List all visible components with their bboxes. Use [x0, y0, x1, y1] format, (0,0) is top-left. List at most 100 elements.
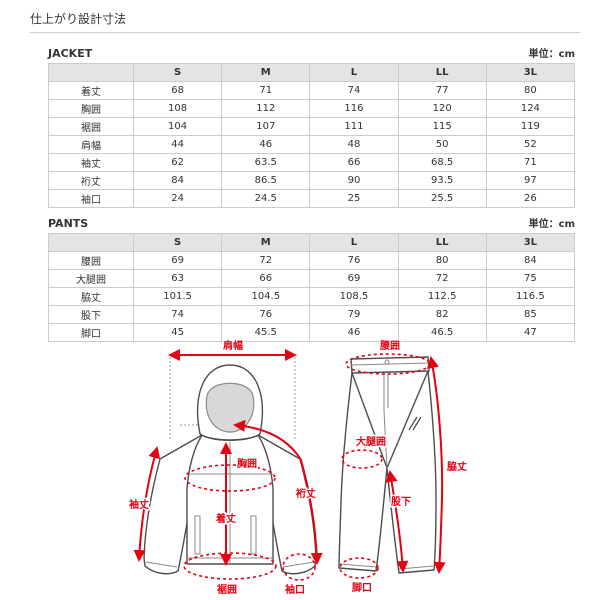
- pants-size-table: S M L LL 3L 腰囲 69 72 76 80 84 大腿囲: [48, 233, 576, 342]
- table-cell: 72: [397, 269, 487, 288]
- brand-logo: [408, 416, 422, 431]
- table-cell: 76: [221, 305, 311, 324]
- measurement-diagrams: 肩幅 胸囲 着丈 袖丈 裄丈 裾囲 袖口: [0, 338, 600, 600]
- table-row: 袖口 24 24.5 25 25.5 26: [48, 189, 576, 208]
- table-cell: 47: [485, 323, 576, 342]
- pants-right-leg: [386, 370, 437, 574]
- table-cell: 63.5: [221, 153, 311, 172]
- table-cell: 93.5: [397, 171, 487, 190]
- pants-col-l: L: [309, 233, 399, 252]
- row-label: 裾囲: [48, 117, 134, 136]
- table-cell: 124: [485, 99, 576, 118]
- table-cell: 85: [485, 305, 576, 324]
- table-row: 腰囲 69 72 76 80 84: [48, 251, 576, 270]
- leg-opening-label: 脚口: [352, 581, 372, 594]
- table-cell: 63: [132, 269, 223, 288]
- table-cell: 76: [309, 251, 399, 270]
- pants-col-s: S: [132, 233, 223, 252]
- row-label: 袖丈: [48, 153, 134, 172]
- table-cell: 119: [485, 117, 576, 136]
- left-pocket-zip: [194, 515, 201, 555]
- table-row: 股下 74 76 79 82 85: [48, 305, 576, 324]
- thigh-girth-label: 大腿囲: [356, 435, 386, 448]
- table-cell: 120: [397, 99, 487, 118]
- pants-col-m: M: [221, 233, 311, 252]
- table-cell: 74: [309, 81, 399, 100]
- sleeve-length-label: 袖丈: [128, 498, 149, 511]
- table-cell: 25: [309, 189, 399, 208]
- jacket-section-header: JACKET 単位：cm: [48, 45, 575, 60]
- jacket-col-ll: LL: [397, 63, 487, 82]
- table-cell: 72: [221, 251, 311, 270]
- table-row: 裄丈 84 86.5 90 93.5 97: [48, 171, 576, 190]
- table-cell: 107: [221, 117, 311, 136]
- body-length-label: 着丈: [215, 512, 236, 525]
- table-cell: 26: [485, 189, 576, 208]
- jacket-section-label: JACKET: [48, 47, 93, 60]
- table-cell: 80: [485, 81, 576, 100]
- table-row: 肩幅 44 46 48 50 52: [48, 135, 576, 154]
- jacket-unit-label: 単位：cm: [528, 49, 575, 60]
- pants-section: PANTS 単位：cm S M L LL 3L 腰囲 69 72: [48, 215, 576, 342]
- hem-girth-label: 裾囲: [217, 583, 237, 596]
- table-cell: 75: [485, 269, 576, 288]
- hem-girth-ellipse: [183, 552, 277, 580]
- table-row: 胸囲 108 112 116 120 124: [48, 99, 576, 118]
- table-cell: 116.5: [485, 287, 576, 306]
- hood-opening: [205, 382, 255, 433]
- table-cell: 46: [221, 135, 311, 154]
- table-cell: 84: [132, 171, 223, 190]
- table-cell: 116: [309, 99, 399, 118]
- jacket-col-s: S: [132, 63, 223, 82]
- table-cell: 62: [132, 153, 223, 172]
- table-cell: 69: [309, 269, 399, 288]
- table-row: 脇丈 101.5 104.5 108.5 112.5 116.5: [48, 287, 576, 306]
- table-cell: 108.5: [309, 287, 399, 306]
- table-cell: 46: [309, 323, 399, 342]
- row-label: 大腿囲: [48, 269, 134, 288]
- row-label: 脇丈: [48, 287, 134, 306]
- table-cell: 68: [132, 81, 223, 100]
- page-title: 仕上がり設計寸法: [30, 12, 127, 26]
- table-cell: 104: [132, 117, 223, 136]
- yuki-length-label: 裄丈: [295, 487, 316, 500]
- sleeve-length-arrow: [133, 446, 161, 562]
- table-cell: 74: [132, 305, 223, 324]
- table-cell: 86.5: [221, 171, 311, 190]
- pants-section-label: PANTS: [48, 217, 89, 230]
- table-cell: 71: [485, 153, 576, 172]
- table-row: 大腿囲 63 66 69 72 75: [48, 269, 576, 288]
- pants-measurement-diagram: 腰囲 大腿囲 脇丈 股下 脚口: [338, 339, 469, 596]
- table-row: 着丈 68 71 74 77 80: [48, 81, 576, 100]
- table-cell: 24: [132, 189, 223, 208]
- table-cell: 69: [132, 251, 223, 270]
- table-cell: 90: [309, 171, 399, 190]
- jacket-col-l: L: [309, 63, 399, 82]
- table-cell: 84: [485, 251, 576, 270]
- table-cell: 45.5: [221, 323, 311, 342]
- table-cell: 25.5: [397, 189, 487, 208]
- row-label: 袖口: [48, 189, 134, 208]
- jacket-header-row: S M L LL 3L: [48, 63, 576, 82]
- table-cell: 66: [309, 153, 399, 172]
- pants-left-leg: [338, 372, 388, 572]
- row-label: 股下: [48, 305, 134, 324]
- shoulder-width-label: 肩幅: [223, 339, 243, 352]
- cuff-label: 袖口: [284, 583, 305, 596]
- jacket-size-table: S M L LL 3L 着丈 68 71 74 77 80 胸囲: [48, 63, 576, 208]
- pants-header-row: S M L LL 3L: [48, 233, 576, 252]
- table-row: 袖丈 62 63.5 66 68.5 71: [48, 153, 576, 172]
- inseam-label: 股下: [391, 496, 411, 508]
- side-length-arrow: [427, 356, 446, 574]
- table-cell: 112: [221, 99, 311, 118]
- table-cell: 97: [485, 171, 576, 190]
- jacket-col-3l: 3L: [485, 63, 576, 82]
- table-cell: 115: [397, 117, 487, 136]
- table-cell: 71: [221, 81, 311, 100]
- pants-col-ll: LL: [397, 233, 487, 252]
- pants-header-blank: [48, 233, 134, 252]
- jacket-header-blank: [48, 63, 134, 82]
- row-label: 脚口: [48, 323, 134, 342]
- table-row: 裾囲 104 107 111 115 119: [48, 117, 576, 136]
- table-cell: 50: [397, 135, 487, 154]
